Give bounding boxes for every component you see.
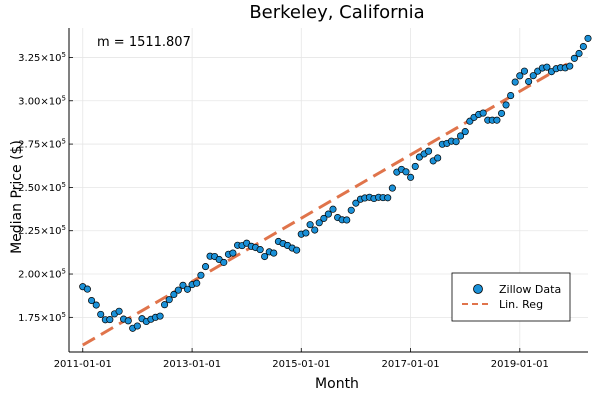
grid bbox=[69, 28, 588, 352]
scatter-point bbox=[566, 62, 574, 70]
scatter-point bbox=[520, 67, 528, 75]
scatter-point bbox=[457, 132, 465, 140]
scatter-point bbox=[525, 77, 533, 86]
scatter-point bbox=[511, 78, 519, 86]
scatter-point bbox=[579, 42, 587, 51]
scatter-point bbox=[497, 109, 506, 117]
y-tick-label: 3.00×105 bbox=[18, 94, 66, 107]
scatter-point bbox=[270, 249, 278, 257]
scatter-point bbox=[352, 199, 360, 207]
scatter-point bbox=[493, 116, 501, 124]
regression-line bbox=[82, 61, 571, 347]
scatter-point bbox=[543, 63, 551, 71]
scatter-point bbox=[92, 301, 100, 309]
scatter-point bbox=[502, 101, 510, 109]
y-tick-label: 2.25×105 bbox=[18, 224, 66, 237]
scatter-point bbox=[302, 229, 310, 237]
scatter-point bbox=[516, 72, 524, 80]
scatter-point bbox=[97, 310, 105, 318]
legend-label-scatter: Zillow Data bbox=[499, 283, 561, 296]
scatter-point bbox=[229, 249, 237, 257]
scatter-point bbox=[425, 147, 433, 155]
scatter-point bbox=[529, 72, 537, 80]
scatter-point bbox=[156, 312, 164, 320]
scatter-point bbox=[311, 226, 319, 234]
scatter-point bbox=[411, 162, 419, 170]
plot-frame bbox=[68, 28, 588, 353]
scatter-point bbox=[256, 246, 264, 254]
scatter-point bbox=[161, 301, 169, 309]
x-tick-label: 2017-01-01 bbox=[382, 359, 440, 370]
scatter-point bbox=[407, 173, 415, 181]
scatter-point bbox=[193, 279, 201, 287]
scatter-point bbox=[88, 296, 96, 305]
x-tick-label: 2011-01-01 bbox=[54, 359, 112, 370]
scatter-point bbox=[320, 214, 328, 222]
scatter-point bbox=[165, 296, 173, 304]
slope-annotation: m = 1511.807 bbox=[97, 35, 191, 50]
scatter-point bbox=[324, 210, 332, 218]
scatter-point bbox=[293, 246, 301, 254]
scatter-point bbox=[183, 285, 192, 293]
x-axis-title: Month bbox=[315, 376, 359, 392]
scatter-point bbox=[124, 317, 132, 325]
scatter-point bbox=[179, 281, 187, 289]
legend-box bbox=[451, 272, 571, 322]
legend-label-line: Lin. Reg bbox=[499, 298, 543, 311]
y-axis-title: Median Price ($) bbox=[9, 140, 25, 254]
scatter-point bbox=[402, 168, 410, 176]
scatter-point bbox=[575, 49, 583, 58]
y-tick-label: 2.50×105 bbox=[18, 181, 66, 194]
scatter-point bbox=[507, 92, 515, 100]
scatter-point bbox=[261, 252, 269, 261]
x-tick-label: 2019-01-01 bbox=[491, 359, 549, 370]
y-tick-label: 2.00×105 bbox=[18, 268, 66, 281]
y-tick-label: 3.25×105 bbox=[18, 51, 66, 64]
scatter-point bbox=[115, 307, 123, 315]
scatter-point bbox=[133, 322, 141, 330]
scatter-point bbox=[315, 219, 323, 227]
scatter-point bbox=[220, 258, 228, 266]
legend-marker-scatter bbox=[473, 284, 483, 294]
x-tick-label: 2015-01-01 bbox=[272, 359, 330, 370]
scatter-point bbox=[170, 290, 178, 299]
scatter-point bbox=[306, 221, 314, 229]
scatter-point bbox=[452, 138, 460, 146]
scatter-point bbox=[329, 205, 337, 213]
y-tick-label: 2.75×105 bbox=[18, 138, 66, 151]
scatter-point bbox=[570, 54, 578, 62]
x-tick-label: 2013-01-01 bbox=[163, 359, 221, 370]
scatter-point bbox=[461, 128, 469, 136]
scatter-point bbox=[202, 263, 210, 271]
scatter-point bbox=[479, 109, 487, 117]
scatter-point bbox=[388, 184, 396, 192]
scatter-point bbox=[83, 285, 91, 293]
scatter-point bbox=[384, 194, 392, 202]
chart-title: Berkeley, California bbox=[249, 2, 424, 23]
scatter-point bbox=[174, 286, 182, 294]
y-ticks: 1.75×105 2.00×105 2.25×105 2.50×105 2.75×105… bbox=[18, 51, 73, 324]
scatter-series bbox=[79, 34, 592, 332]
regression-line-series bbox=[82, 61, 571, 347]
legend: Zillow Data Lin. Reg bbox=[451, 272, 571, 322]
scatter-point bbox=[106, 316, 114, 324]
scatter-point bbox=[434, 154, 442, 162]
y-tick-label: 1.75×105 bbox=[18, 311, 66, 324]
scatter-point bbox=[347, 206, 355, 214]
scatter-point bbox=[197, 271, 205, 279]
scatter-point bbox=[343, 216, 351, 224]
scatter-point bbox=[584, 34, 592, 42]
x-ticks: 2011-01-01 2013-01-01 2015-01-01 2017-01-01… bbox=[54, 348, 549, 370]
